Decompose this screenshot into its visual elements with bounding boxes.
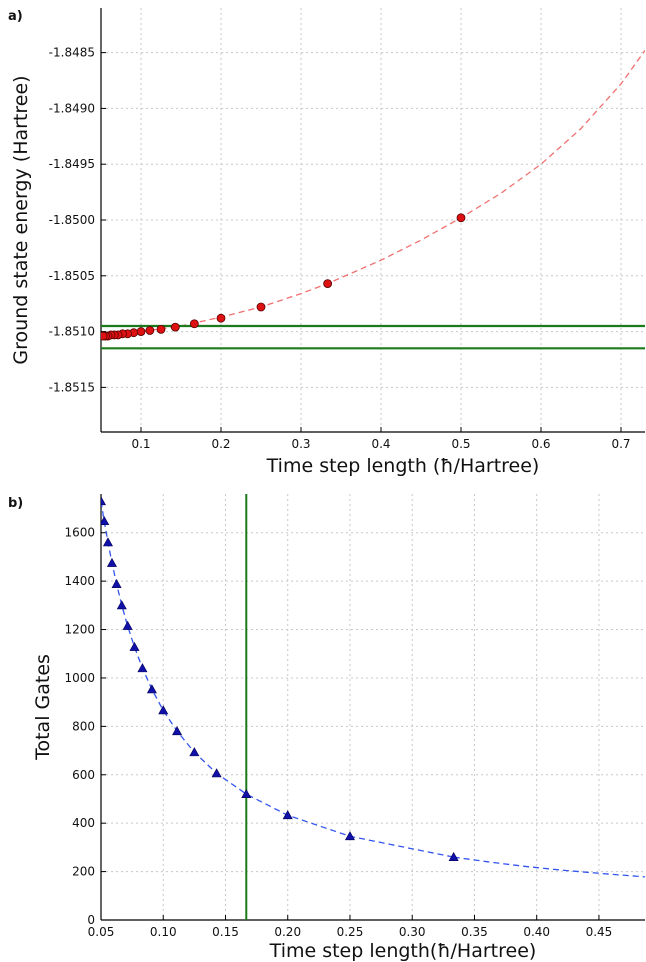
a-x-tick-label-0: 0.1 <box>131 437 150 451</box>
b-x-tick-label-7: 0.40 <box>523 925 550 939</box>
b-data-point-7 <box>129 641 140 651</box>
b-data-point-3 <box>106 557 117 567</box>
a-plot-area <box>101 50 645 350</box>
b-data-point-11 <box>172 726 183 736</box>
b-y-tick-label-8: 1600 <box>64 526 95 540</box>
b-x-tick-label-6: 0.35 <box>461 925 488 939</box>
b-data-point-6 <box>122 620 133 630</box>
panel-b-label: b) <box>8 496 23 511</box>
a-data-point-5 <box>170 322 180 332</box>
b-fit-curve <box>453 856 645 878</box>
a-y-tick-label-4: -1.8505 <box>49 269 95 283</box>
panel-a-label: a) <box>8 9 23 24</box>
b-x-axis-title: Time step length(ħ/Hartree) <box>269 940 537 962</box>
panel-a-energy-chart: a) 0.1 0.2 0.3 0.4 0.5 0.6 0.7 -1.8485 -1.8490 -1… <box>8 8 645 477</box>
b-data-point-8 <box>137 663 148 673</box>
a-y-tick-label-6: -1.8515 <box>49 380 95 394</box>
a-data-point-6 <box>156 324 166 334</box>
b-data-point-15 <box>282 810 293 820</box>
b-x-tick-label-5: 0.30 <box>399 925 426 939</box>
a-y-tick-label-5: -1.8510 <box>49 325 95 339</box>
b-data-point-17 <box>448 851 459 861</box>
b-y-tick-label-3: 600 <box>72 768 95 782</box>
a-data-point-3 <box>216 313 226 323</box>
b-data-point-14 <box>241 789 252 799</box>
b-x-tick-label-4: 0.25 <box>337 925 364 939</box>
a-x-tick-label-2: 0.3 <box>291 437 310 451</box>
a-x-axis-title: Time step length (ħ/Hartree) <box>266 455 540 477</box>
a-data-point-2 <box>256 302 266 312</box>
b-x-tick-label-2: 0.15 <box>212 925 239 939</box>
a-y-tick-label-3: -1.8500 <box>49 213 95 227</box>
b-data-point-12 <box>189 747 200 757</box>
a-fit-curve <box>101 50 645 338</box>
a-x-tick-label-3: 0.4 <box>371 437 390 451</box>
b-data-point-4 <box>111 578 122 588</box>
a-data-point-8 <box>136 327 146 336</box>
b-plot-area <box>101 494 645 920</box>
b-data-point-10 <box>158 705 169 715</box>
panel-b-gates-chart: b) 0.05 0.10 0.15 0.20 0.25 0.30 0.35 0.40 0.45 0… <box>8 494 645 962</box>
b-x-tick-label-8: 0.45 <box>586 925 613 939</box>
a-x-tick-label-5: 0.6 <box>531 437 550 451</box>
a-data-point-7 <box>145 326 155 335</box>
a-x-tick-label-4: 0.5 <box>451 437 470 451</box>
a-data-point-0 <box>456 213 466 223</box>
b-y-axis-title: Total Gates <box>32 654 54 761</box>
b-data-point-2 <box>102 537 113 547</box>
b-y-tick-label-7: 1400 <box>64 574 95 588</box>
b-data-point-9 <box>146 684 157 694</box>
a-y-tick-label-0: -1.8485 <box>49 46 95 60</box>
b-y-tick-label-2: 400 <box>72 816 95 830</box>
b-data-point-0 <box>101 496 107 506</box>
b-data-point-5 <box>116 600 127 610</box>
b-data-point-13 <box>211 768 222 778</box>
a-data-point-17 <box>101 331 108 341</box>
b-y-tick-label-5: 1000 <box>64 671 95 685</box>
b-y-tick-label-4: 800 <box>72 719 95 733</box>
b-x-tick-label-3: 0.20 <box>274 925 301 939</box>
b-x-tick-label-1: 0.10 <box>150 925 177 939</box>
a-data-point-4 <box>189 319 199 329</box>
b-data-point-1 <box>101 515 110 526</box>
a-y-tick-label-2: -1.8495 <box>49 157 95 171</box>
a-x-tick-label-6: 0.7 <box>611 437 630 451</box>
b-y-tick-label-6: 1200 <box>64 623 95 637</box>
b-x-tick-label-0: 0.05 <box>88 925 115 939</box>
a-y-axis-title: Ground state energy (Hartree) <box>10 75 32 364</box>
b-data-point-16 <box>344 831 355 841</box>
b-series-0-line <box>101 501 454 858</box>
a-y-tick-label-1: -1.8490 <box>49 101 95 115</box>
a-x-tick-label-1: 0.2 <box>211 437 230 451</box>
b-y-tick-label-1: 200 <box>72 865 95 879</box>
b-y-tick-label-0: 0 <box>87 913 95 927</box>
a-data-point-1 <box>323 279 333 289</box>
